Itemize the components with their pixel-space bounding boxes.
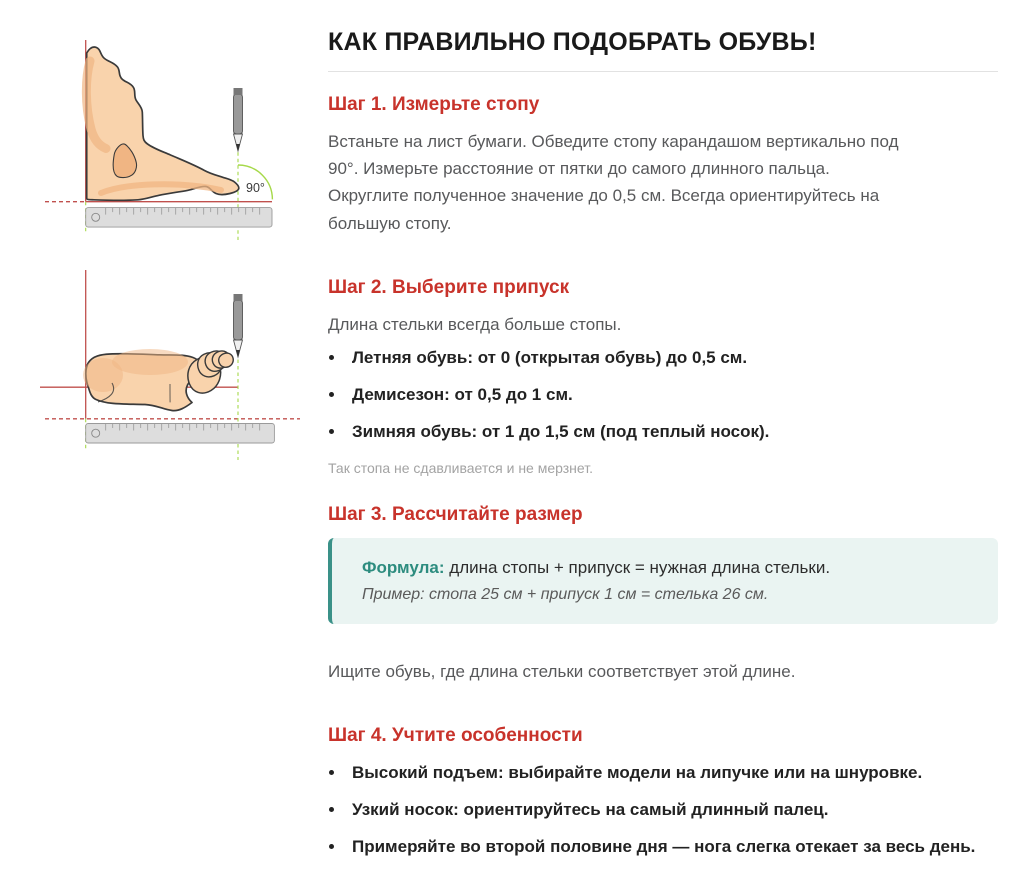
svg-text:90°: 90° — [246, 181, 265, 195]
